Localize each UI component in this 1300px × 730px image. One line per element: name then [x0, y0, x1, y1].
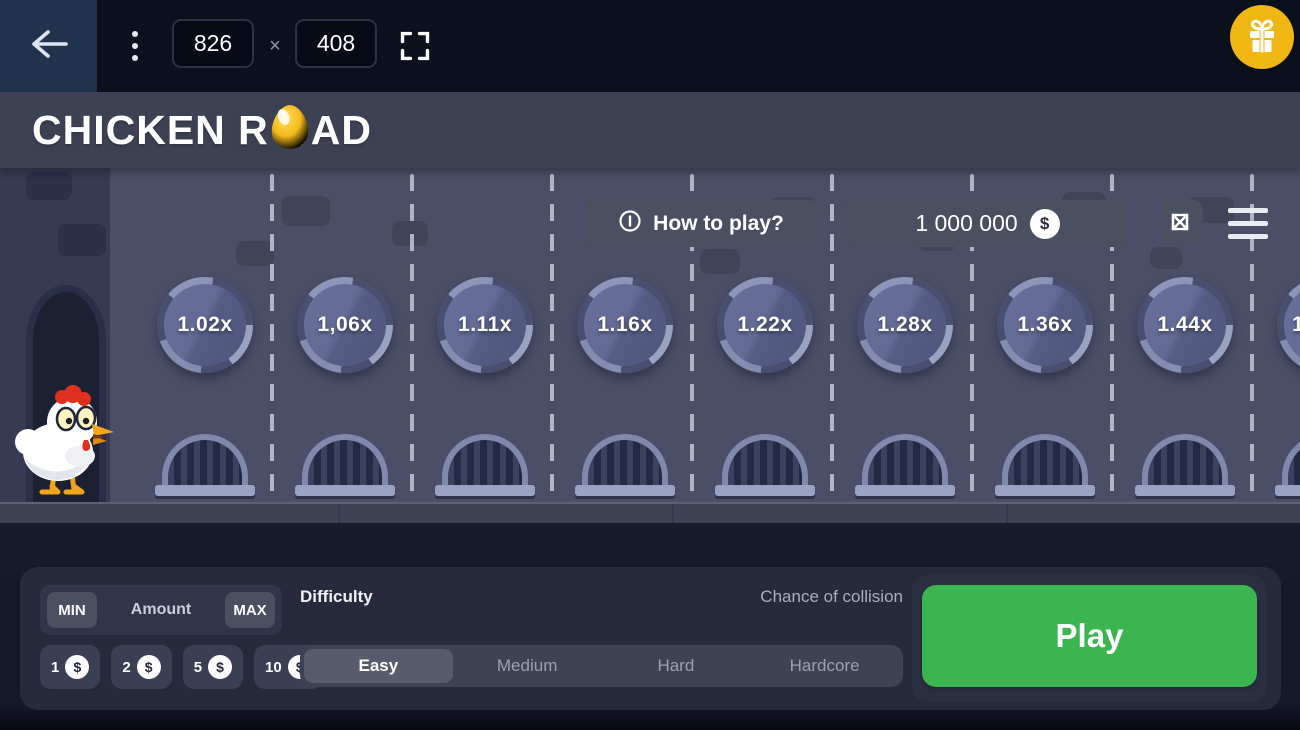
multiplier-token-7[interactable]: 1.36x [997, 277, 1093, 373]
gift-icon [1243, 17, 1281, 58]
chip-value: 2 [122, 658, 131, 676]
bet-chip-2[interactable]: 2 $ [111, 645, 172, 689]
multiplier-value: 1 [1284, 284, 1300, 366]
lane-divider [690, 174, 694, 502]
sewer-grate [1275, 434, 1300, 502]
difficulty-hard[interactable]: Hard [602, 649, 751, 683]
difficulty-easy[interactable]: Easy [304, 649, 453, 683]
chip-value: 5 [193, 658, 203, 676]
how-to-play-label: How to play? [653, 211, 784, 235]
max-bet-button[interactable]: MAX [225, 592, 275, 628]
difficulty-segmented-control: Easy Medium Hard Hardcore [300, 645, 903, 687]
hamburger-menu-button[interactable] [1228, 208, 1270, 239]
road-patch [282, 196, 330, 226]
multiplier-token-3[interactable]: 1.11x [437, 277, 533, 373]
chicken-road-logo: CHICKEN R AD [32, 92, 372, 168]
multiplier-token-2[interactable]: 1,06x [297, 277, 393, 373]
sewer-grate [1135, 434, 1235, 502]
bet-chip-5[interactable]: 5 $ [182, 645, 244, 689]
multiplier-token-8[interactable]: 1.44x [1137, 277, 1233, 373]
amount-label: Amount [130, 601, 192, 618]
dimension-separator: × [269, 34, 281, 57]
difficulty-label: Difficulty [300, 587, 373, 606]
coin-icon: $ [65, 655, 90, 679]
play-button[interactable]: Play [922, 585, 1257, 687]
multiplier-token-4[interactable]: 1.16x [577, 277, 673, 373]
balance-value: 1 000 000 [915, 210, 1018, 236]
chance-of-collision-label: Chance of collision [760, 587, 903, 606]
height-input[interactable] [295, 19, 377, 68]
coin-icon: $ [208, 655, 233, 679]
multiplier-value: 1.11x [444, 284, 526, 366]
road-patch [236, 241, 274, 266]
min-bet-button[interactable]: MIN [47, 592, 97, 628]
bet-chip-row: 1 $ 2 $ 5 $ 10 $ [40, 645, 323, 689]
difficulty-medium[interactable]: Medium [453, 649, 602, 683]
difficulty-hardcore[interactable]: Hardcore [750, 649, 899, 683]
coin-icon: $ [136, 655, 161, 679]
multiplier-value: 1.36x [1004, 284, 1086, 366]
lane-divider [1110, 174, 1114, 502]
expand-screen-button[interactable] [1157, 200, 1203, 246]
egg-icon [270, 103, 310, 161]
amount-box: MIN Amount MAX [40, 585, 282, 635]
multiplier-value: 1.16x [584, 284, 666, 366]
lane-divider [970, 174, 974, 502]
coin-icon: $ [1029, 208, 1060, 239]
multiplier-value: 1.28x [864, 284, 946, 366]
how-to-play-button[interactable]: How to play? [583, 200, 819, 247]
logo-text-left: CHICKEN R [32, 106, 269, 153]
multiplier-value: 1.02x [164, 284, 246, 366]
road-patch [58, 224, 106, 256]
bet-control-panel: MIN Amount MAX 1 $ 2 $ 5 $ 10 $ Difficul… [20, 567, 1281, 710]
game-header: CHICKEN R AD How to play? [0, 92, 1300, 247]
sewer-grate [435, 434, 535, 502]
lane-divider [1250, 174, 1254, 502]
arrow-left-icon [26, 24, 72, 69]
back-button[interactable] [0, 0, 97, 92]
multiplier-token-1[interactable]: 1.02x [157, 277, 253, 373]
sewer-grate [575, 434, 675, 502]
fullscreen-brackets-icon[interactable] [396, 25, 434, 67]
multiplier-value: 1.22x [724, 284, 806, 366]
lane-divider [830, 174, 834, 502]
width-input[interactable] [172, 19, 254, 68]
sewer-grate [155, 434, 255, 502]
kebab-menu-icon[interactable] [122, 0, 148, 92]
chip-value: 1 [51, 658, 60, 676]
sewer-grate [995, 434, 1095, 502]
sewer-grate [715, 434, 815, 502]
road-curb [0, 502, 1300, 525]
top-bar: × [0, 0, 1300, 92]
lane-divider [270, 174, 274, 502]
sewer-grate [295, 434, 395, 502]
chicken-character [14, 384, 118, 502]
gift-bonus-button[interactable] [1230, 5, 1294, 69]
lane-divider [410, 174, 414, 502]
multiplier-value: 1.44x [1144, 284, 1226, 366]
multiplier-token-5[interactable]: 1.22x [717, 277, 813, 373]
info-icon [618, 209, 642, 239]
chip-value: 10 [265, 658, 282, 676]
road-patch [26, 172, 72, 200]
expand-arrows-icon [1167, 209, 1193, 238]
logo-text-right: AD [310, 106, 373, 153]
lane-divider [550, 174, 554, 502]
road-patch [1150, 247, 1182, 269]
balance-display[interactable]: 1 000 000 $ [845, 200, 1130, 247]
multiplier-token-6[interactable]: 1.28x [857, 277, 953, 373]
bet-chip-1[interactable]: 1 $ [40, 645, 101, 689]
sewer-grate [855, 434, 955, 502]
road-patch [700, 249, 740, 274]
multiplier-value: 1,06x [304, 284, 386, 366]
multiplier-token-9[interactable]: 1 [1277, 277, 1300, 373]
